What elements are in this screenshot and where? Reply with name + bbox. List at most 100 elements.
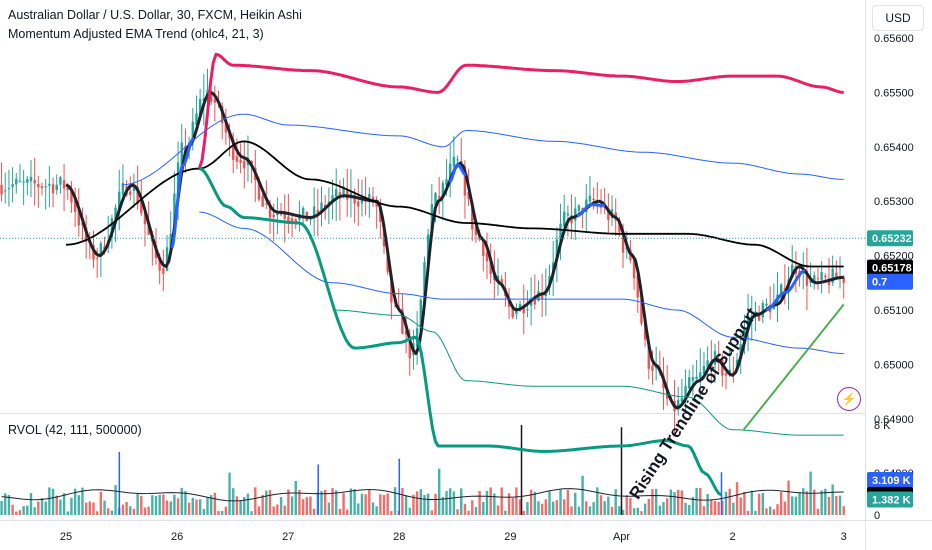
volume-bar (662, 502, 665, 515)
candle-body (169, 233, 172, 250)
volume-bar (838, 495, 842, 515)
volume-bar (140, 495, 143, 515)
volume-bar (209, 495, 213, 515)
candle-body (143, 211, 147, 225)
volume-bar (408, 507, 411, 515)
ema-badge-bg (867, 259, 913, 276)
series-upper-band (197, 52, 844, 170)
volume-bar (739, 497, 742, 515)
candle-body (408, 336, 411, 359)
time-tick-label: 28 (393, 531, 405, 543)
indicator-legend[interactable]: Momentum Adjusted EMA Trend (ohlc4, 21, … (8, 27, 264, 41)
volume-bar (0, 500, 3, 515)
candle-body (48, 183, 51, 186)
volume-bar (393, 487, 397, 515)
volume-bar (779, 491, 783, 515)
volume-bar (276, 504, 279, 515)
candle-body (706, 360, 709, 368)
volume-bar (750, 490, 753, 515)
volume-bar (673, 492, 676, 515)
volume-bar (309, 496, 312, 515)
volume-bar (507, 493, 511, 515)
candle-body (165, 247, 169, 271)
volume-bar (621, 509, 625, 515)
volume-bar (636, 507, 639, 515)
volume-bar (607, 496, 610, 515)
candle-body (445, 179, 448, 186)
candle-body (842, 276, 845, 283)
candle-body (765, 303, 768, 306)
volume-bar (272, 506, 275, 515)
volume-bar (434, 493, 437, 515)
candle-body (110, 218, 114, 238)
candle-body (301, 207, 305, 216)
volume-bar (213, 492, 217, 515)
candle-body (467, 191, 470, 200)
volume-bar (463, 503, 467, 515)
volume-low-badge-bg (867, 491, 913, 508)
volume-bar (835, 496, 838, 515)
volume-bar (37, 501, 40, 515)
volume-bar (449, 488, 452, 515)
volume-indicator-legend[interactable]: RVOL (42, 111, 500000) (8, 423, 142, 437)
volume-bar (577, 506, 581, 515)
candle-body (375, 201, 378, 207)
candle-body (40, 186, 44, 189)
candle-body (162, 268, 165, 274)
price-tick-label: 0.65400 (874, 142, 914, 154)
candle-body (114, 207, 117, 220)
volume-bar (794, 496, 798, 515)
candle-body (831, 268, 834, 283)
volume-bar (136, 493, 139, 515)
volume-bar (162, 494, 165, 515)
volume-bar (305, 497, 308, 515)
volume-bar (294, 480, 297, 515)
volume-bar (478, 490, 481, 515)
candle-body (632, 258, 636, 279)
candle-body (26, 179, 29, 183)
volume-bar (327, 502, 331, 515)
candle-body (316, 209, 320, 213)
candle-body (743, 327, 746, 344)
volume-bar (349, 488, 353, 515)
volume-bar (103, 500, 106, 515)
volume-bar (88, 501, 92, 515)
candle-body (0, 184, 3, 195)
candle-body (37, 183, 40, 188)
candle-body (62, 180, 66, 189)
volume-bar (243, 496, 246, 515)
candle-body (824, 275, 827, 278)
candle-body (816, 278, 820, 280)
alert-icon[interactable]: ⚡ (837, 387, 861, 411)
volume-bar (588, 506, 592, 515)
series-long-ema (65, 140, 844, 268)
volume-bar (283, 505, 286, 515)
volume-bar (342, 493, 345, 515)
candle-body (132, 185, 136, 192)
candle-body (77, 210, 80, 226)
time-tick-label: 27 (282, 531, 294, 543)
candle-body (423, 262, 426, 302)
volume-bar (298, 489, 301, 515)
candle-body (283, 214, 286, 219)
volume-bar (110, 510, 114, 515)
volume-bar (158, 494, 161, 515)
candle-body (566, 213, 570, 216)
currency-button[interactable]: USD (872, 5, 924, 31)
time-axis[interactable]: 25 26 27 28 29 Apr 2 3 (60, 531, 847, 543)
candle-body (474, 226, 478, 235)
candle-body (235, 156, 239, 162)
ema-uptrend-segment (576, 203, 605, 218)
candle-body (452, 156, 456, 167)
candle-body (55, 184, 58, 190)
candle-body (695, 376, 698, 380)
volume-bar (669, 489, 673, 515)
volume-bar (371, 502, 375, 515)
volume-bar (81, 487, 84, 515)
volume-bar (544, 499, 548, 515)
volume-bar (33, 507, 36, 515)
candle-body (268, 204, 272, 218)
price-tick-label: 0.65000 (874, 359, 914, 371)
candle-body (515, 311, 518, 315)
